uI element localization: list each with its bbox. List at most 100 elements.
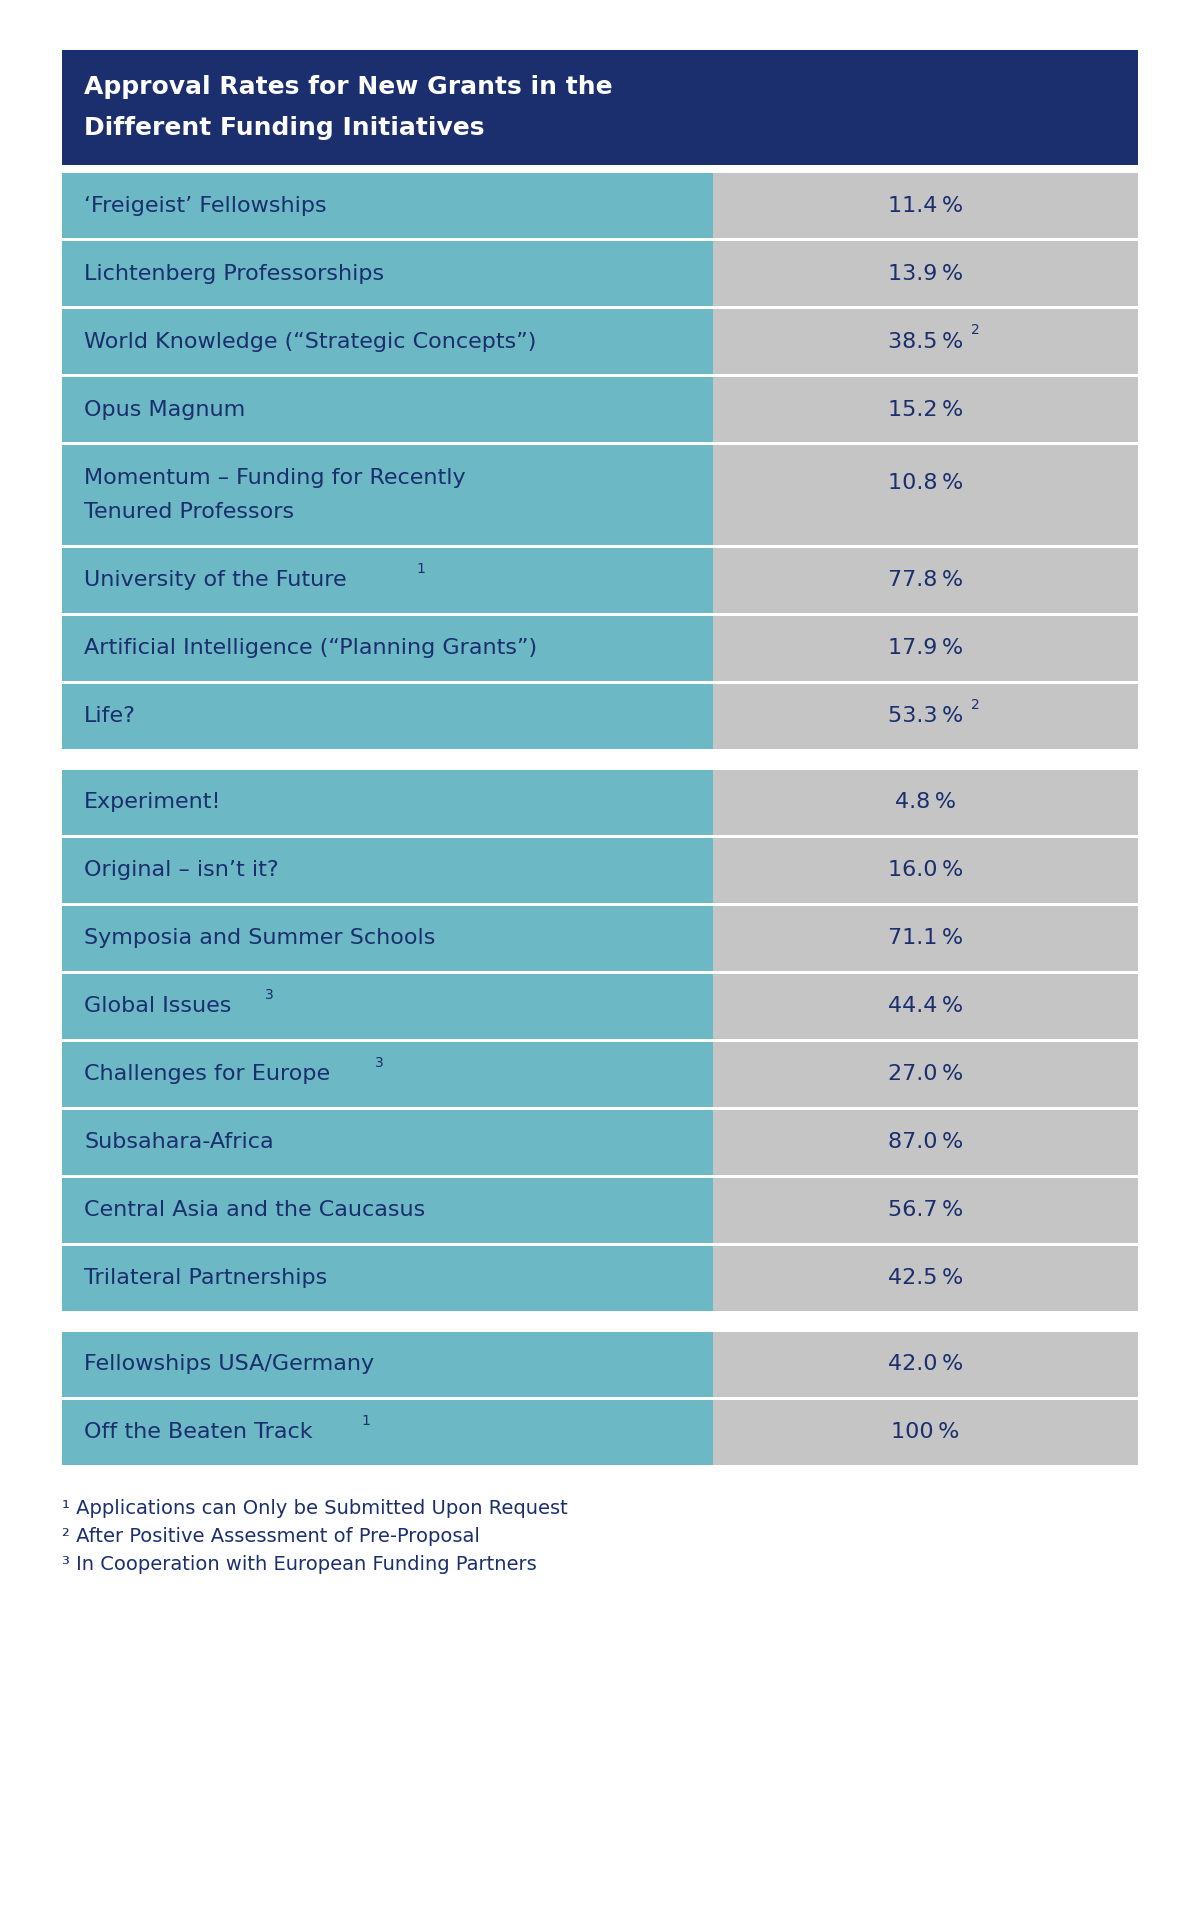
Bar <box>62 1315 1138 1332</box>
Bar <box>62 1401 713 1464</box>
Text: 87.0 %: 87.0 % <box>888 1132 964 1153</box>
Text: Symposia and Summer Schools: Symposia and Summer Schools <box>84 929 436 948</box>
Bar <box>713 770 1138 835</box>
Bar <box>62 445 713 545</box>
Text: 10.8 %: 10.8 % <box>888 472 964 493</box>
Bar <box>62 545 1138 549</box>
Bar <box>62 1332 713 1397</box>
Bar <box>62 173 713 238</box>
Bar <box>62 1245 713 1311</box>
Bar <box>713 549 1138 612</box>
Bar <box>713 1245 1138 1311</box>
Bar <box>62 1174 1138 1178</box>
Text: 11.4 %: 11.4 % <box>888 196 964 215</box>
Bar <box>62 616 713 681</box>
Text: ³ In Cooperation with European Funding Partners: ³ In Cooperation with European Funding P… <box>62 1556 536 1574</box>
Text: Lichtenberg Professorships: Lichtenberg Professorships <box>84 263 384 284</box>
Bar <box>62 975 713 1038</box>
Text: 17.9 %: 17.9 % <box>888 639 964 658</box>
Bar <box>713 173 1138 238</box>
Text: 2: 2 <box>971 322 979 338</box>
Text: 77.8 %: 77.8 % <box>888 570 964 591</box>
Text: 71.1 %: 71.1 % <box>888 929 964 948</box>
Text: Fellowships USA/Germany: Fellowships USA/Germany <box>84 1355 374 1374</box>
Text: 42.0 %: 42.0 % <box>888 1355 964 1374</box>
Bar <box>713 1401 1138 1464</box>
Bar <box>62 1244 1138 1245</box>
Text: 3: 3 <box>265 988 274 1002</box>
Bar <box>62 1038 1138 1042</box>
Bar <box>62 376 713 441</box>
Bar <box>62 748 1138 752</box>
Bar <box>713 376 1138 441</box>
Text: ² After Positive Assessment of Pre-Proposal: ² After Positive Assessment of Pre-Propo… <box>62 1528 480 1547</box>
Text: Opus Magnum: Opus Magnum <box>84 399 245 420</box>
Bar <box>62 904 1138 906</box>
Bar <box>62 1311 1138 1315</box>
Text: 100 %: 100 % <box>892 1422 960 1443</box>
Bar <box>713 1178 1138 1244</box>
Bar <box>713 683 1138 748</box>
Text: Off the Beaten Track: Off the Beaten Track <box>84 1422 313 1443</box>
Text: Experiment!: Experiment! <box>84 793 222 812</box>
Bar <box>62 906 713 971</box>
Bar <box>713 309 1138 374</box>
Text: Life?: Life? <box>84 706 136 727</box>
Text: 27.0 %: 27.0 % <box>888 1065 964 1084</box>
Bar <box>62 839 713 904</box>
Text: Tenured Professors: Tenured Professors <box>84 503 294 522</box>
Bar <box>62 683 713 748</box>
Text: World Knowledge (“Strategic Concepts”): World Knowledge (“Strategic Concepts”) <box>84 332 536 351</box>
Text: 16.0 %: 16.0 % <box>888 860 964 881</box>
Text: 4.8 %: 4.8 % <box>895 793 956 812</box>
Bar <box>62 1107 1138 1109</box>
Bar <box>62 309 713 374</box>
Bar <box>62 305 1138 309</box>
Text: Different Funding Initiatives: Different Funding Initiatives <box>84 117 485 140</box>
Bar <box>62 374 1138 376</box>
Text: 44.4 %: 44.4 % <box>888 996 964 1017</box>
Bar <box>62 770 713 835</box>
Bar <box>62 238 1138 242</box>
Bar <box>62 1178 713 1244</box>
Bar <box>62 681 1138 683</box>
Bar <box>62 1042 713 1107</box>
Bar <box>62 1397 1138 1401</box>
Text: 3: 3 <box>376 1055 384 1069</box>
Text: Global Issues: Global Issues <box>84 996 232 1017</box>
Bar <box>713 906 1138 971</box>
Text: 1: 1 <box>416 562 426 576</box>
Bar <box>713 1109 1138 1174</box>
Bar <box>62 50 1138 165</box>
Text: 56.7 %: 56.7 % <box>888 1201 964 1220</box>
Text: 1: 1 <box>361 1414 371 1428</box>
Text: University of the Future: University of the Future <box>84 570 347 591</box>
Text: Artificial Intelligence (“Planning Grants”): Artificial Intelligence (“Planning Grant… <box>84 639 538 658</box>
Text: ¹ Applications can Only be Submitted Upon Request: ¹ Applications can Only be Submitted Upo… <box>62 1499 568 1518</box>
Text: 2: 2 <box>971 699 979 712</box>
Text: 38.5 %: 38.5 % <box>888 332 964 351</box>
Text: Challenges for Europe: Challenges for Europe <box>84 1065 330 1084</box>
Text: Trilateral Partnerships: Trilateral Partnerships <box>84 1268 328 1288</box>
Text: Central Asia and the Caucasus: Central Asia and the Caucasus <box>84 1201 425 1220</box>
Bar <box>62 549 713 612</box>
Text: Subsahara-Africa: Subsahara-Africa <box>84 1132 274 1153</box>
Bar <box>62 441 1138 445</box>
Bar <box>713 616 1138 681</box>
Bar <box>713 839 1138 904</box>
Bar <box>62 752 1138 770</box>
Bar <box>713 445 1138 545</box>
Text: 53.3 %: 53.3 % <box>888 706 964 727</box>
Text: Original – isn’t it?: Original – isn’t it? <box>84 860 278 881</box>
Bar <box>713 242 1138 305</box>
Text: Momentum – Funding for Recently: Momentum – Funding for Recently <box>84 468 466 487</box>
Text: Approval Rates for New Grants in the: Approval Rates for New Grants in the <box>84 75 613 98</box>
Bar <box>713 975 1138 1038</box>
Bar <box>713 1332 1138 1397</box>
Bar <box>713 1042 1138 1107</box>
Bar <box>62 835 1138 839</box>
Text: 13.9 %: 13.9 % <box>888 263 964 284</box>
Bar <box>62 242 713 305</box>
Bar <box>62 1109 713 1174</box>
Text: 15.2 %: 15.2 % <box>888 399 964 420</box>
